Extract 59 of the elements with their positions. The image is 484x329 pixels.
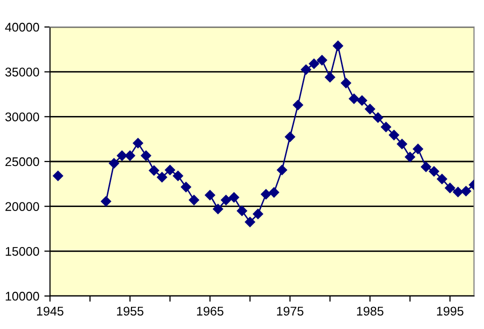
- point: [276, 164, 288, 176]
- point: [380, 122, 392, 132]
- y-tick-label: 40000: [5, 22, 40, 32]
- point: [164, 164, 176, 176]
- point: [404, 152, 416, 162]
- point: [244, 216, 256, 228]
- point: [156, 172, 168, 182]
- point: [268, 187, 280, 198]
- point: [260, 189, 272, 200]
- y-tick-label: 10000: [6, 292, 40, 301]
- point: [340, 78, 352, 88]
- point: [388, 130, 400, 140]
- point: [324, 72, 336, 82]
- point: [348, 94, 360, 104]
- x-tick-label: 1945: [37, 306, 64, 316]
- point: [116, 150, 128, 161]
- point: [460, 186, 472, 196]
- point: [124, 150, 136, 161]
- point: [236, 206, 248, 216]
- point: [204, 190, 216, 200]
- point: [284, 132, 296, 142]
- point: [212, 204, 224, 214]
- y-tick-label: 35000: [5, 68, 40, 76]
- point: [148, 165, 160, 176]
- point: [308, 58, 320, 69]
- y-tick-label: 30000: [5, 112, 40, 122]
- point: [100, 196, 112, 207]
- point: [444, 182, 456, 194]
- point: [364, 104, 376, 114]
- point: [108, 158, 120, 168]
- point: [428, 166, 440, 176]
- point: [220, 194, 232, 206]
- point: [132, 138, 144, 148]
- point: [332, 40, 344, 51]
- x-tick-label: 1955: [117, 306, 144, 316]
- x-tick-label: 1985: [357, 306, 384, 316]
- point: [396, 138, 408, 150]
- y-tick-label: 20000: [5, 202, 40, 211]
- point: [188, 194, 200, 206]
- point: [412, 144, 424, 154]
- point: [452, 186, 464, 198]
- point: [356, 95, 368, 106]
- point: [140, 150, 152, 161]
- y-tick-label: 15000: [6, 246, 40, 256]
- point: [180, 182, 192, 192]
- point: [292, 100, 304, 110]
- x-tick-label: 1995: [437, 306, 464, 316]
- point: [300, 64, 312, 75]
- point: [52, 170, 64, 181]
- point: [172, 170, 184, 181]
- point: [372, 112, 384, 123]
- point: [436, 174, 448, 184]
- point: [252, 208, 264, 220]
- point: [420, 162, 432, 172]
- x-tick-label: 1975: [277, 306, 304, 316]
- point: [228, 192, 240, 202]
- y-tick-label: 25000: [5, 157, 40, 166]
- point: [316, 55, 328, 66]
- x-tick-label: 1965: [197, 306, 224, 316]
